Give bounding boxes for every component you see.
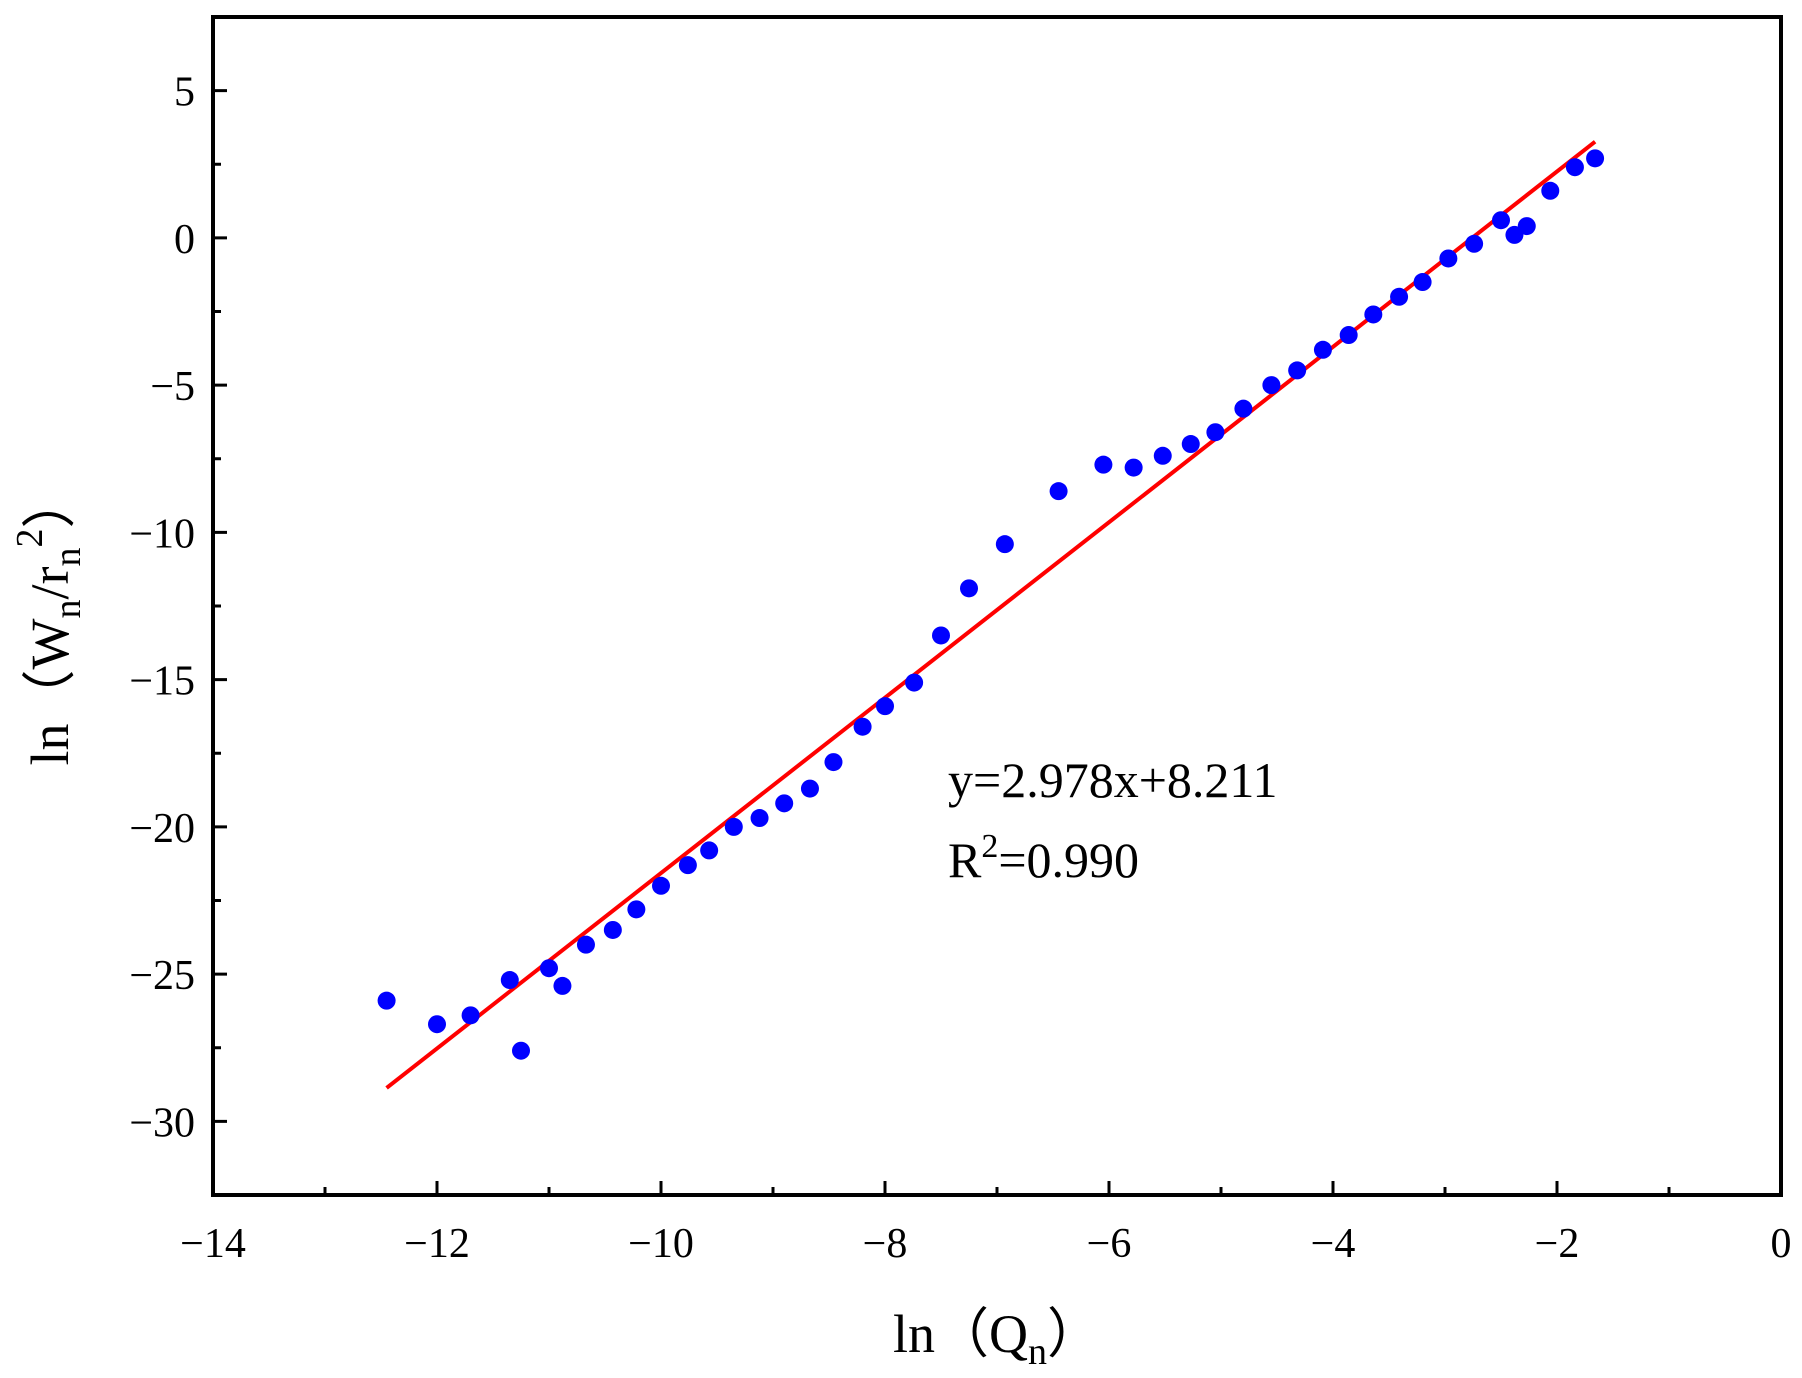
data-point [905,673,924,692]
fit-equation: y=2.978x+8.211 [948,752,1278,808]
data-point [1390,287,1409,306]
data-point [1262,376,1281,395]
x-axis-title: ln（Qn） [893,1304,1101,1373]
data-point [1094,455,1113,474]
data-point [724,817,743,836]
x-tick-label: −2 [1535,1221,1580,1267]
data-point [995,535,1014,554]
data-point [960,579,978,598]
y-axis-title: ln（Wn/rn2） [9,475,89,766]
data-point [377,991,396,1010]
data-point [540,959,558,978]
data-point [775,794,794,813]
data-point [750,809,769,828]
data-point [576,935,595,954]
x-axis: −14 −12 −10 −8 −6 −4 −2 0 [180,1181,1792,1267]
data-point [876,697,894,716]
x-tick-label: −14 [180,1221,246,1267]
data-point [1049,482,1068,501]
x-tick-label: −8 [863,1221,908,1267]
data-point [1364,305,1383,324]
y-tick-label: 5 [174,70,195,116]
x-tick-label: −6 [1087,1221,1132,1267]
data-point [652,876,670,895]
data-point [1153,446,1172,465]
data-point [678,856,697,875]
data-point [1413,273,1432,292]
data-point [700,841,719,860]
data-point [1181,435,1200,454]
data-point [1313,340,1332,359]
data-point [1288,361,1307,380]
data-point [1465,234,1484,253]
y-tick-label: 0 [174,217,195,263]
data-point [1492,211,1510,230]
x-tick-label: −10 [628,1221,694,1267]
data-point [1439,249,1458,268]
data-point [461,1006,480,1025]
data-point [500,971,519,990]
y-axis: 5 0 −5 −10 −15 −20 −25 −30 [129,15,227,1146]
data-point [1124,458,1143,477]
data-point [1234,399,1253,418]
x-tick-label: 0 [1771,1221,1792,1267]
data-point [1565,158,1584,177]
data-point [824,753,843,772]
y-tick-label: −30 [129,1100,195,1146]
data-point [853,717,872,736]
x-tick-label: −12 [404,1221,470,1267]
x-tick-label: −4 [1311,1221,1356,1267]
y-tick-label: −20 [129,806,195,852]
y-tick-label: −25 [129,953,195,999]
data-point [1586,149,1605,168]
data-point [428,1015,446,1034]
data-point [1541,181,1560,200]
data-point [800,779,819,798]
data-point [1206,423,1225,442]
data-point [603,920,622,939]
y-tick-label: −10 [129,511,195,557]
data-point [932,626,950,645]
data-point [627,900,646,919]
data-point [1339,326,1358,345]
data-point [512,1041,530,1060]
y-tick-label: −5 [150,364,195,410]
r-squared: R2=0.990 [948,828,1139,888]
data-point [1517,217,1536,236]
data-point [553,976,572,995]
y-tick-label: −15 [129,659,195,705]
points-layer [377,149,1605,1060]
